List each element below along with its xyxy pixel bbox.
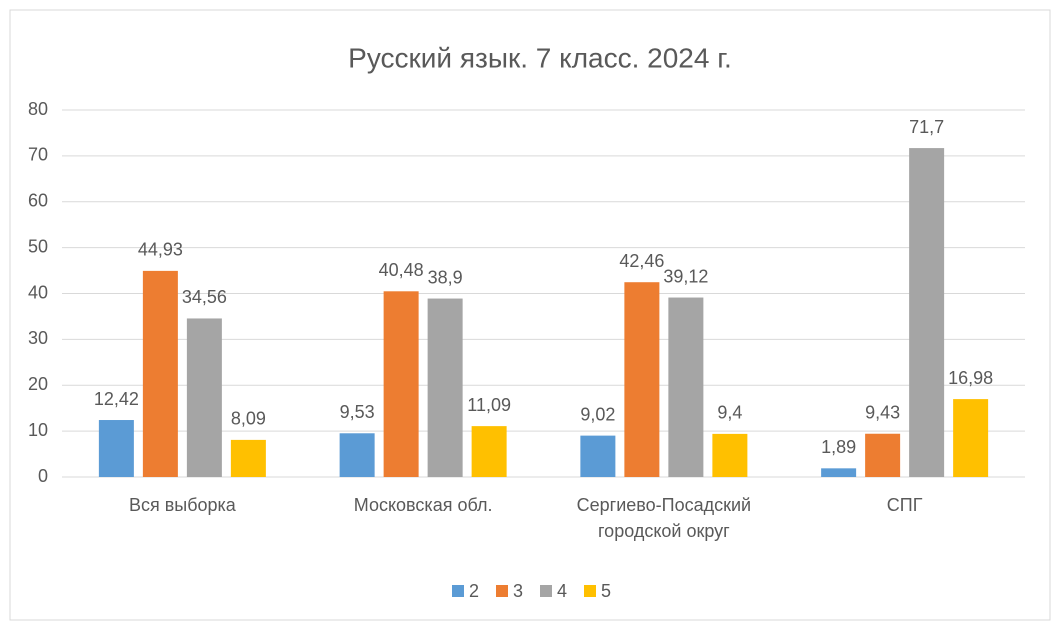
x-tick-label: Московская обл. <box>353 495 493 515</box>
value-label: 38,9 <box>428 267 463 287</box>
legend-swatch <box>452 585 464 597</box>
legend-swatch <box>496 585 508 597</box>
bar <box>230 439 266 477</box>
legend-label: 2 <box>469 581 479 601</box>
y-tick-label: 70 <box>28 145 48 165</box>
chart-border <box>9 9 1051 621</box>
bar <box>712 433 748 477</box>
y-tick-label: 40 <box>28 282 48 302</box>
value-label: 9,4 <box>717 403 742 423</box>
bar <box>427 298 463 477</box>
bar <box>624 282 660 477</box>
bar <box>865 433 901 477</box>
bar <box>339 433 375 477</box>
bar <box>821 468 857 477</box>
legend-label: 4 <box>557 581 567 601</box>
value-label: 42,46 <box>619 251 664 271</box>
bar <box>471 426 507 477</box>
value-label: 16,98 <box>948 368 993 388</box>
bar <box>953 399 989 477</box>
y-tick-label: 0 <box>38 466 48 486</box>
legend-swatch <box>584 585 596 597</box>
value-label: 11,09 <box>467 395 511 415</box>
chart-title: Русский язык. 7 класс. 2024 г. <box>348 42 732 73</box>
value-label: 71,7 <box>909 117 944 137</box>
value-label: 12,42 <box>94 389 139 409</box>
bar <box>909 148 945 478</box>
value-label: 39,12 <box>663 266 708 286</box>
bar <box>186 318 222 477</box>
bar <box>580 435 616 477</box>
legend-label: 5 <box>601 581 611 601</box>
y-tick-label: 50 <box>28 236 48 256</box>
value-label: 44,93 <box>138 240 183 260</box>
value-label: 1,89 <box>821 437 856 457</box>
value-label: 9,53 <box>340 402 375 422</box>
legend-label: 3 <box>513 581 523 601</box>
x-tick-label: Сергиево-Посадский городской округ <box>576 495 752 541</box>
legend-swatch <box>540 585 552 597</box>
value-label: 9,43 <box>865 402 900 422</box>
y-tick-label: 80 <box>28 99 48 119</box>
y-tick-label: 20 <box>28 374 48 394</box>
value-label: 34,56 <box>182 287 227 307</box>
value-label: 9,02 <box>580 404 615 424</box>
bar <box>383 291 419 477</box>
bar <box>668 297 704 477</box>
bar <box>142 270 178 477</box>
value-label: 8,09 <box>231 409 266 429</box>
y-tick-label: 30 <box>28 328 48 348</box>
value-label: 40,48 <box>379 260 424 280</box>
x-tick-label: СПГ <box>886 495 923 515</box>
y-tick-label: 60 <box>28 191 48 211</box>
y-tick-label: 10 <box>28 420 48 440</box>
bar <box>98 420 134 477</box>
x-tick-label: Вся выборка <box>128 495 236 515</box>
